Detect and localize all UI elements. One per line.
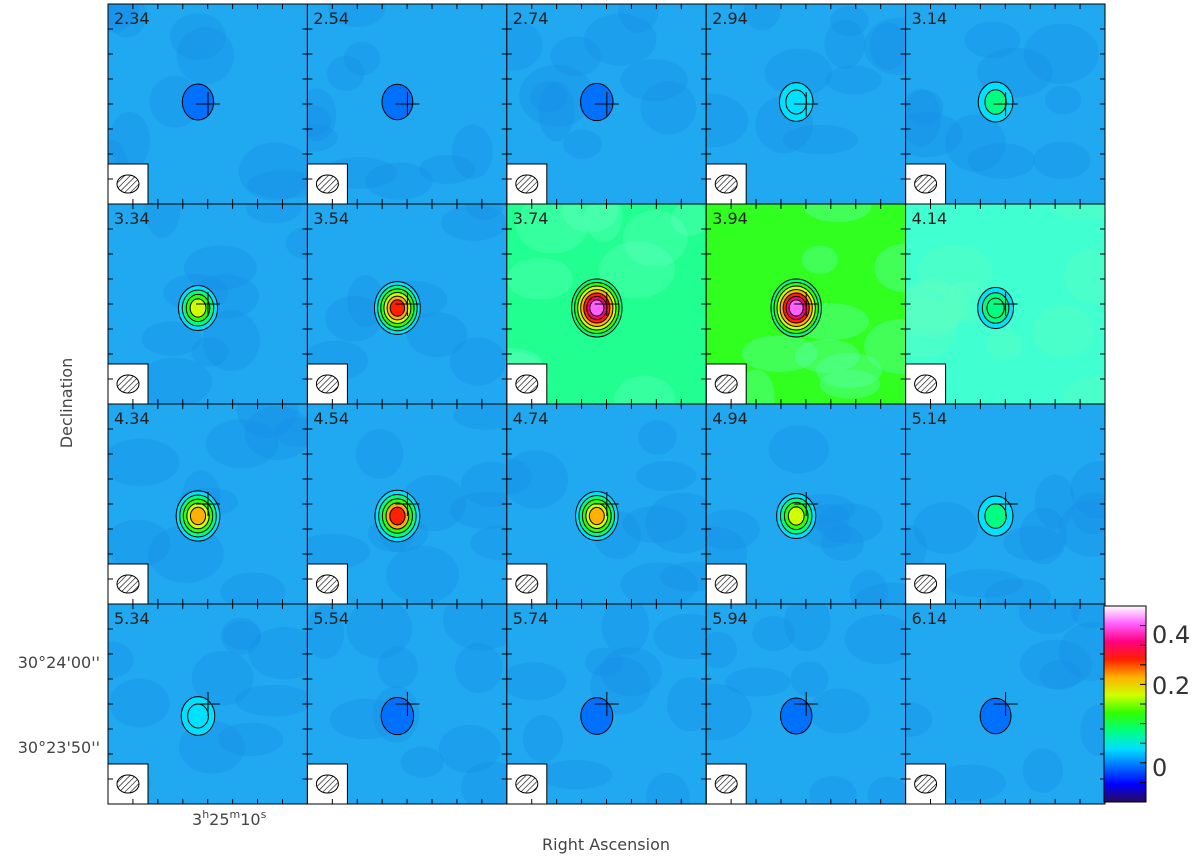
beam-ellipse [714, 174, 738, 194]
colorbar-label-max: 0.4 [1152, 621, 1190, 649]
emission-contour [580, 82, 614, 122]
channel-velocity-label: 5.54 [313, 609, 349, 628]
channel-panel: 4.34 [107, 403, 308, 605]
channel-velocity-label: 3.14 [912, 9, 948, 28]
beam-ellipse [315, 574, 339, 594]
dec-tick-label-1: 30°24'00'' [18, 653, 100, 672]
beam-ellipse [116, 574, 140, 594]
channel-panel: 5.74 [506, 603, 707, 805]
beam-ellipse [116, 374, 140, 394]
beam-ellipse [515, 774, 539, 794]
y-axis-label: Declination [57, 358, 76, 448]
beam-ellipse [315, 374, 339, 394]
emission-contour [588, 506, 605, 526]
channel-velocity-label: 2.34 [114, 9, 150, 28]
emission-contour [984, 89, 1007, 115]
channel-panel: 5.54 [306, 603, 508, 805]
channel-panel: 2.34 [107, 3, 308, 205]
emission-contour [785, 89, 808, 115]
beam-ellipse [914, 774, 938, 794]
channel-panel: 3.14 [905, 3, 1106, 205]
channel-velocity-label: 3.34 [114, 209, 150, 228]
channel-velocity-label: 6.14 [912, 609, 948, 628]
channel-velocity-label: 3.54 [313, 209, 349, 228]
channel-velocity-label: 5.14 [912, 409, 948, 428]
beam-ellipse [116, 774, 140, 794]
channel-velocity-label: 4.34 [114, 409, 150, 428]
emission-contour [389, 506, 406, 526]
emission-contour [381, 83, 414, 121]
channel-panel: 2.54 [306, 3, 508, 205]
channel-panel: 4.74 [506, 403, 707, 605]
emission-contour [380, 696, 415, 736]
beam-ellipse [714, 574, 738, 594]
colorbar-gradient [1103, 605, 1147, 803]
beam-ellipse [914, 174, 938, 194]
beam-ellipse [315, 174, 339, 194]
emission-contour [788, 299, 804, 317]
beam-ellipse [714, 774, 738, 794]
channel-velocity-label: 4.94 [712, 409, 748, 428]
emission-contour [189, 298, 207, 318]
channel-velocity-label: 2.54 [313, 9, 349, 28]
emission-contour [189, 506, 207, 526]
emission-contour [986, 297, 1005, 319]
emission-contour [787, 506, 805, 526]
ra-tick-label: 3h25m10s [192, 808, 267, 829]
channel-panel: 6.14 [905, 603, 1106, 805]
beam-ellipse [714, 374, 738, 394]
channel-panel: 2.94 [705, 3, 907, 205]
beam-ellipse [515, 174, 539, 194]
emission-contour [580, 697, 614, 735]
channel-panel: 4.54 [306, 403, 508, 605]
channel-panels: 2.34 2.54 2.74 2.94 3.14 3.34 3.54 3.74 3.94 4.14… [107, 3, 1106, 805]
channel-panel: 4.14 [905, 203, 1106, 405]
channel-panel: 5.34 [107, 603, 308, 805]
channel-velocity-label: 3.74 [513, 209, 549, 228]
beam-ellipse [914, 374, 938, 394]
beam-ellipse [315, 774, 339, 794]
emission-contour [984, 503, 1007, 529]
channel-velocity-label: 2.94 [712, 9, 748, 28]
x-axis-label: Right Ascension [542, 835, 670, 854]
colorbar-label-zero: 0 [1152, 754, 1167, 782]
emission-contour [979, 697, 1012, 735]
beam-ellipse [515, 374, 539, 394]
channel-panel: 4.94 [705, 403, 907, 605]
emission-contour [780, 697, 813, 735]
emission-contour [187, 703, 209, 729]
beam-ellipse [515, 574, 539, 594]
channel-panel: 3.94 [705, 203, 907, 405]
emission-contour [389, 299, 406, 317]
channel-panel: 3.74 [506, 203, 707, 405]
channel-velocity-label: 4.74 [513, 409, 549, 428]
channel-panel: 3.34 [107, 203, 308, 405]
emission-contour [589, 299, 605, 317]
beam-ellipse [116, 174, 140, 194]
channel-velocity-label: 5.94 [712, 609, 748, 628]
channel-velocity-label: 4.54 [313, 409, 349, 428]
dec-tick-label-2: 30°23'50'' [18, 738, 100, 757]
beam-ellipse [914, 574, 938, 594]
colorbar-label-mid: 0.2 [1152, 672, 1190, 700]
channel-panel: 2.74 [506, 3, 707, 205]
colorbar: 0.4 0.2 0 [1103, 605, 1190, 803]
channel-velocity-label: 5.34 [114, 609, 150, 628]
emission-contour [181, 83, 215, 121]
channel-panel: 3.54 [306, 203, 508, 405]
channel-velocity-label: 3.94 [712, 209, 748, 228]
channel-velocity-label: 5.74 [513, 609, 549, 628]
channel-velocity-label: 2.74 [513, 9, 549, 28]
channel-panel: 5.14 [905, 403, 1106, 605]
channel-panel: 5.94 [705, 603, 907, 805]
channel-velocity-label: 4.14 [912, 209, 948, 228]
